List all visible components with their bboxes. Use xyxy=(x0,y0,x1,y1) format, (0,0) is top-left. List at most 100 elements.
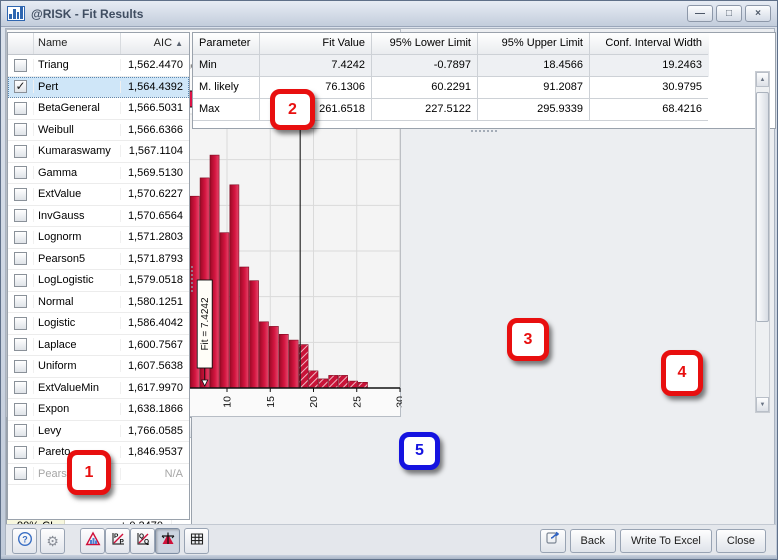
param-value: 7.4242 xyxy=(260,55,372,77)
fit-list-row[interactable]: Weibull 1,566.6366 xyxy=(8,120,189,141)
horizontal-splitter-handle[interactable] xyxy=(462,129,506,133)
histogram-bar xyxy=(318,378,329,389)
fit-list-row[interactable]: ExtValue 1,570.6227 xyxy=(8,184,189,206)
fit-list-row[interactable]: Gamma 1,569.5130 xyxy=(8,163,189,184)
aic-value: 1,638.1866 xyxy=(127,403,183,416)
param-column-header: Parameter xyxy=(193,33,260,55)
fit-checkbox[interactable] xyxy=(14,359,27,373)
scrollbar-thumb[interactable] xyxy=(756,92,769,322)
aic-column-header[interactable]: AIC ▲ xyxy=(153,37,183,49)
fit-checkbox[interactable] xyxy=(14,402,27,416)
titlebar[interactable]: @RISK - Fit Results — □ × xyxy=(1,1,777,27)
param-value: 30.9795 xyxy=(590,77,708,99)
fit-value-flag xyxy=(196,279,213,369)
name-column-header[interactable]: Name xyxy=(34,33,121,54)
histogram-bar xyxy=(278,333,289,389)
param-table-header: Parameter Fit Value 95% Lower Limit 95% Upp… xyxy=(193,33,709,55)
fit-checkbox[interactable] xyxy=(14,123,27,137)
fit-checkbox[interactable] xyxy=(14,338,27,352)
fit-list-row[interactable]: LogLogistic 1,579.0518 xyxy=(8,270,189,292)
fit-checkbox[interactable] xyxy=(14,381,27,395)
aic-value: 1,571.8793 xyxy=(127,252,183,265)
aic-value: 1,846.9537 xyxy=(127,446,183,459)
param-value: 76.1306 xyxy=(260,77,372,99)
fit-list-row[interactable]: Kumaraswamy 1,567.1104 xyxy=(8,141,189,163)
scroll-up-icon[interactable]: ▲ xyxy=(756,72,769,87)
svg-text:15: 15 xyxy=(265,396,277,408)
distribution-name: Lognorm xyxy=(34,231,121,244)
fit-checkbox[interactable] xyxy=(14,316,27,330)
histogram-bar xyxy=(348,380,358,389)
fit-list-row[interactable]: InvGauss 1,570.6564 xyxy=(8,206,189,227)
fit-checkbox[interactable] xyxy=(14,187,27,201)
fit-list-row[interactable]: Uniform 1,607.5638 xyxy=(8,356,189,378)
fit-comparison-button[interactable] xyxy=(80,528,105,554)
fit-checkbox[interactable] xyxy=(14,230,27,244)
param-value: 261.6518 xyxy=(260,99,372,121)
fit-list-row[interactable]: Triang 1,562.4470 xyxy=(8,55,189,77)
fit-checkbox[interactable] xyxy=(14,424,27,438)
aic-value: 1,607.5638 xyxy=(127,360,183,373)
bootstrap-analysis-icon xyxy=(160,531,176,552)
param-value: -0.7897 xyxy=(372,55,478,77)
stats-scrollbar[interactable]: ▲ ▼ xyxy=(755,71,770,413)
histogram-bar xyxy=(288,339,299,389)
fit-checkbox[interactable]: ✓ xyxy=(14,79,27,94)
aic-value: 1,579.0518 xyxy=(127,274,183,287)
vertical-splitter-handle[interactable] xyxy=(190,257,194,301)
aic-value: 1,566.6366 xyxy=(127,123,183,136)
fit-checkbox[interactable] xyxy=(14,252,27,266)
minimize-button[interactable]: — xyxy=(687,5,713,22)
close-button[interactable]: Close xyxy=(715,529,766,553)
annotation-callout-4: 4 xyxy=(661,350,703,396)
fit-list-row[interactable]: Laplace 1,600.7567 xyxy=(8,335,189,356)
fit-list-row[interactable]: Pearson5 1,571.8793 xyxy=(8,249,189,270)
maximize-button[interactable]: □ xyxy=(716,5,742,22)
distribution-name: Triang xyxy=(34,59,121,72)
fit-checkbox[interactable] xyxy=(14,58,27,72)
aic-value: 1,580.1251 xyxy=(127,295,183,308)
fit-list-header[interactable]: Name AIC ▲ xyxy=(8,33,189,55)
fit-list-row[interactable]: Lognorm 1,571.2803 xyxy=(8,227,189,249)
param-column-header: Conf. Interval Width xyxy=(590,33,708,55)
fit-distribution-list: Name AIC ▲ Triang 1,562.4470 ✓ Pert 1,564.43… xyxy=(7,32,190,520)
fit-checkbox[interactable] xyxy=(14,144,27,158)
write-to-excel-button[interactable]: Write To Excel xyxy=(619,529,712,553)
param-column-header: Fit Value xyxy=(260,33,372,55)
back-button[interactable]: Back xyxy=(569,529,616,553)
help-button[interactable]: ? xyxy=(12,528,37,554)
fit-checkbox[interactable] xyxy=(14,101,27,115)
fit-checkbox[interactable] xyxy=(14,295,27,309)
aic-value: 1,570.6227 xyxy=(127,188,183,201)
svg-text:25: 25 xyxy=(351,396,363,408)
scroll-down-icon[interactable]: ▼ xyxy=(756,397,769,412)
distribution-name: Pert xyxy=(34,80,121,93)
fit-list-row[interactable]: ExtValueMin 1,617.9970 xyxy=(8,378,189,399)
fit-checkbox[interactable] xyxy=(14,209,27,223)
fit-list-row[interactable]: Expon 1,638.1866 xyxy=(8,399,189,421)
settings-button[interactable]: ⚙ xyxy=(40,528,65,554)
svg-text:20: 20 xyxy=(308,396,320,408)
summary-grid-button[interactable] xyxy=(184,528,209,554)
close-window-button[interactable]: × xyxy=(745,5,771,22)
histogram-bar xyxy=(219,232,230,389)
fit-list-row[interactable]: Levy 1,766.0585 xyxy=(8,421,189,442)
fit-checkbox[interactable] xyxy=(14,467,27,481)
distribution-name: Pearson5 xyxy=(34,252,121,265)
fit-checkbox[interactable] xyxy=(14,445,27,459)
fit-list-row[interactable]: Normal 1,580.1251 xyxy=(8,292,189,313)
write-report-button[interactable] xyxy=(539,529,566,553)
fit-checkbox[interactable] xyxy=(14,273,27,287)
bootstrap-analysis-button[interactable] xyxy=(155,528,180,554)
histogram-bar xyxy=(249,280,259,389)
param-name: Min xyxy=(193,55,260,77)
fit-list-row[interactable]: Logistic 1,586.4042 xyxy=(8,313,189,335)
param-value: 19.2463 xyxy=(590,55,708,77)
fit-list-row[interactable]: ✓ Pert 1,564.4392 xyxy=(8,76,189,98)
fit-list-row[interactable]: BetaGeneral 1,566.5031 xyxy=(8,98,189,120)
summary-grid-icon xyxy=(189,531,205,552)
fit-checkbox[interactable] xyxy=(14,166,27,180)
histogram-bar xyxy=(328,375,339,389)
